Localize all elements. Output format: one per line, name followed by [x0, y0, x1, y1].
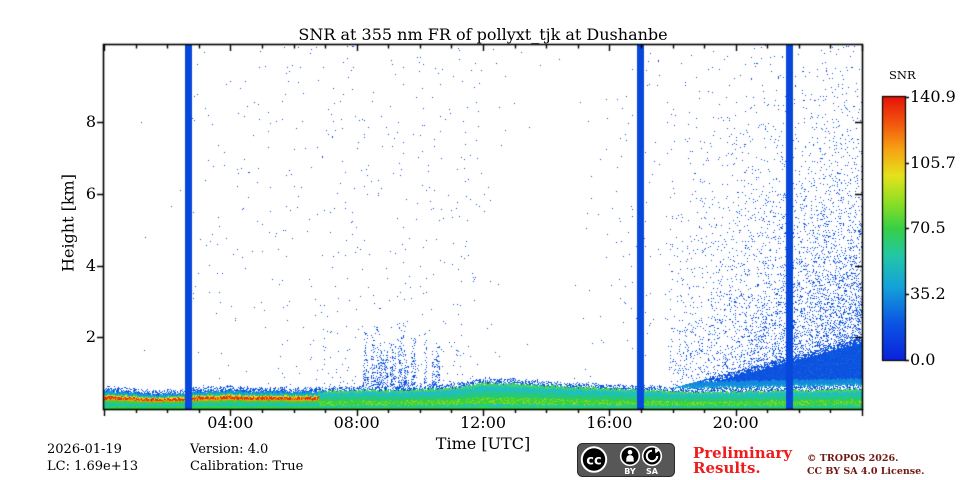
- copyright-credit: © TROPOS 2026. CC BY SA 4.0 License.: [807, 452, 924, 478]
- y-tick-label: 6: [85, 183, 96, 203]
- x-tick-label: 08:00: [333, 413, 380, 432]
- colorbar-label: SNR: [889, 68, 916, 82]
- watermark-line2: Results.: [693, 459, 761, 477]
- attribution-person-icon: [619, 445, 641, 467]
- colorbar-tick-label: 35.2: [910, 284, 946, 304]
- colorbar-tick-label: 140.9: [910, 87, 956, 106]
- cc-icon: cc: [580, 446, 608, 473]
- x-tick-label: 20:00: [712, 413, 759, 432]
- colorbar-tick-label: 70.5: [910, 218, 946, 238]
- calibration-text: Calibration: True: [190, 459, 304, 474]
- colorbar-tick-label: 0.0: [910, 350, 936, 369]
- by-label: BY: [624, 467, 636, 476]
- share-alike-arrow-icon: [641, 445, 663, 467]
- copyright-line: © TROPOS 2026.: [807, 453, 899, 464]
- svg-text:cc: cc: [586, 454, 601, 469]
- preliminary-results-watermark: Preliminary Results.: [693, 446, 792, 476]
- cc-by-sa-badge: cc BY SA: [577, 443, 675, 477]
- colorbar-tick-label: 105.7: [910, 152, 956, 172]
- y-tick-label: 2: [85, 327, 96, 347]
- lidar-constant: LC: 1.69e+13: [47, 459, 139, 474]
- plot-title: SNR at 355 nm FR of pollyxt_tjk at Dusha…: [298, 25, 668, 44]
- measurement-date: 2026-01-19: [47, 442, 122, 457]
- x-tick-label: 04:00: [207, 413, 254, 432]
- cc-by-sa-badge-graphic: cc BY SA: [577, 443, 675, 477]
- license-line: CC BY SA 4.0 License.: [807, 466, 925, 477]
- x-tick-label: 12:00: [459, 413, 507, 432]
- x-tick-label: 16:00: [586, 413, 633, 432]
- watermark-line1: Preliminary: [693, 444, 792, 462]
- version-text: Version: 4.0: [190, 442, 269, 457]
- y-tick-label: 4: [85, 255, 96, 275]
- sa-label: SA: [646, 467, 659, 476]
- x-axis-label: Time [UTC]: [435, 434, 531, 453]
- y-tick-label: 8: [85, 112, 96, 132]
